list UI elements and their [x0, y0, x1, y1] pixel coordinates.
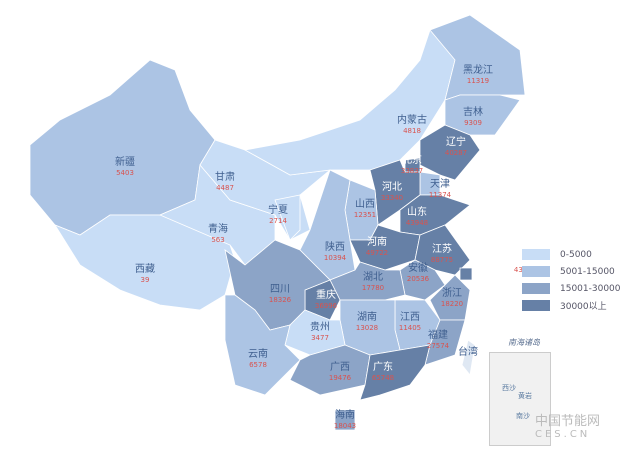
province-name-label: 天津	[430, 178, 450, 190]
province-value-label: 12351	[354, 211, 376, 219]
watermark-logo: 中国节能网 CES.CN	[535, 415, 600, 441]
province-name-label: 台湾	[458, 345, 478, 358]
island-label: 西沙	[502, 384, 516, 392]
province-贵州[interactable]	[284, 309, 346, 356]
province-name-label: 广西	[330, 361, 350, 373]
province-台湾[interactable]	[461, 339, 476, 376]
province-name-label: 贵州	[310, 320, 330, 333]
legend: 0-5000 5001-15000 15001-30000 30000以上	[522, 246, 621, 314]
province-上海[interactable]	[459, 267, 473, 281]
province-value-label: 563	[211, 236, 224, 244]
province-name-label: 上海	[485, 262, 505, 275]
province-value-label: 3477	[311, 334, 329, 342]
province-value-label: 36996	[315, 302, 338, 310]
province-name-label: 黑龙江	[463, 63, 493, 76]
province-value-label: 27574	[427, 342, 450, 350]
province-value-label: 4818	[403, 127, 421, 135]
legend-swatch	[522, 283, 550, 294]
province-name-label: 甘肃	[215, 170, 235, 183]
province-name-label: 广东	[373, 360, 393, 373]
south-china-sea-title: 南海诸岛	[508, 338, 540, 347]
province-name-label: 西藏	[135, 263, 155, 275]
province-value-label: 40287	[445, 149, 467, 157]
province-name-label: 山西	[355, 198, 375, 210]
province-value-label: 19476	[329, 374, 352, 382]
province-name-label: 宁夏	[268, 203, 288, 216]
province-value-label: 18326	[269, 296, 292, 304]
province-value-label: 88775	[431, 256, 453, 264]
province-name-label: 重庆	[316, 288, 336, 301]
province-name-label: 四川	[270, 284, 290, 295]
province-value-label: 20536	[407, 275, 430, 283]
legend-item[interactable]: 15001-30000	[522, 280, 621, 297]
province-value-label: 6578	[249, 361, 267, 369]
province-value-label: 9309	[464, 119, 482, 127]
province-value-label: 43948	[406, 219, 428, 227]
island-label: 黄岩	[518, 392, 532, 400]
watermark-line: 中国节能网	[535, 414, 601, 429]
province-value-label: 33340	[381, 194, 403, 202]
legend-item[interactable]: 30000以上	[522, 297, 621, 314]
province-name-label: 湖北	[363, 271, 383, 283]
legend-swatch	[522, 266, 550, 277]
province-name-label: 河南	[367, 235, 387, 248]
legend-swatch	[522, 249, 550, 260]
province-海南[interactable]	[334, 409, 356, 431]
province-name-label: 福建	[428, 328, 448, 341]
legend-item[interactable]: 5001-15000	[522, 263, 621, 280]
province-name-label: 河北	[382, 181, 402, 193]
province-value-label: 13028	[356, 324, 378, 332]
province-value-label: 11405	[399, 324, 421, 332]
province-value-label: 5403	[116, 169, 134, 177]
island-label: 南沙	[516, 412, 530, 420]
watermark-line: CES.CN	[535, 429, 591, 440]
province-name-label: 新疆	[115, 155, 135, 168]
province-name-label: 浙江	[442, 287, 462, 299]
province-name-label: 云南	[248, 347, 268, 360]
province-value-label: 2714	[269, 217, 287, 225]
province-value-label: 11319	[467, 77, 489, 85]
province-name-label: 陕西	[325, 240, 345, 253]
province-广东[interactable]	[359, 344, 431, 401]
province-value-label: 49722	[366, 249, 388, 257]
province-name-label: 江西	[400, 311, 420, 323]
province-辽宁[interactable]	[419, 124, 481, 181]
south-china-sea-inset: 西沙 黄岩 南沙	[489, 352, 551, 446]
legend-label: 30000以上	[560, 302, 607, 312]
province-value-label: 18220	[441, 300, 463, 308]
province-山西[interactable]	[344, 179, 379, 241]
province-value-label: 39	[141, 276, 150, 284]
province-value-label: 4487	[216, 184, 234, 192]
province-name-label: 吉林	[463, 105, 483, 118]
province-value-label: 18043	[334, 422, 356, 430]
province-name-label: 北京	[402, 153, 422, 166]
province-name-label: 山东	[407, 205, 427, 218]
province-value-label: 33837	[401, 167, 423, 175]
province-value-label: 17780	[362, 284, 384, 292]
province-name-label: 海南	[335, 408, 355, 421]
province-name-label: 内蒙古	[397, 113, 427, 126]
province-value-label: 10394	[324, 254, 347, 262]
province-name-label: 安徽	[408, 261, 428, 274]
province-value-label: 65748	[372, 374, 394, 382]
province-宁夏[interactable]	[274, 194, 301, 241]
legend-swatch	[522, 300, 550, 311]
legend-label: 5001-15000	[560, 266, 615, 277]
province-云南[interactable]	[224, 294, 301, 396]
legend-label: 15001-30000	[560, 283, 621, 294]
province-name-label: 青海	[208, 222, 228, 235]
legend-label: 0-5000	[560, 249, 592, 260]
province-name-label: 江苏	[432, 242, 452, 255]
province-name-label: 湖南	[357, 310, 377, 323]
province-value-label: 11374	[429, 191, 452, 199]
legend-item[interactable]: 0-5000	[522, 246, 621, 263]
province-福建[interactable]	[424, 319, 466, 366]
province-name-label: 辽宁	[446, 135, 466, 148]
